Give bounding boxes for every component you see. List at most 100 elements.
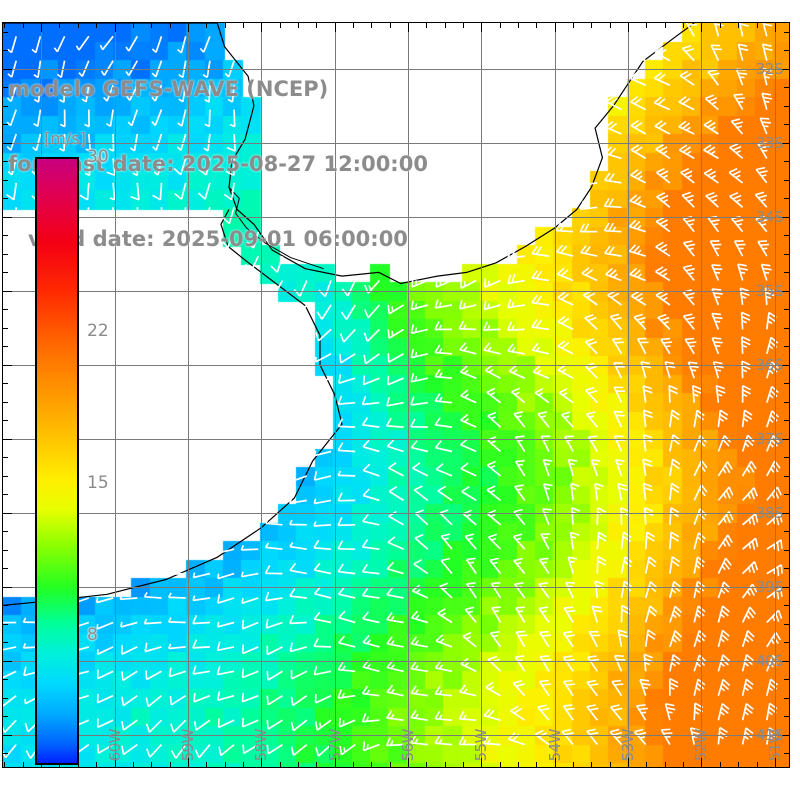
axis-tick	[720, 23, 721, 28]
axis-tick	[3, 328, 8, 329]
axis-tick	[445, 23, 446, 28]
axis-tick	[784, 605, 789, 606]
longitude-label: 58W	[252, 728, 271, 761]
axis-tick	[784, 32, 789, 33]
axis-tick	[3, 513, 12, 514]
axis-tick	[316, 23, 317, 28]
axis-tick	[426, 762, 427, 767]
gridline-meridian	[555, 23, 556, 767]
axis-tick	[3, 346, 8, 347]
longitude-label: 60W	[105, 728, 124, 761]
gridline-parallel	[3, 439, 789, 440]
axis-tick	[298, 762, 299, 767]
axis-tick	[261, 758, 262, 767]
gridline-meridian	[481, 23, 482, 767]
axis-tick	[701, 758, 702, 767]
axis-tick	[780, 513, 789, 514]
axis-tick	[280, 762, 281, 767]
axis-tick	[555, 758, 556, 767]
axis-tick	[225, 23, 226, 28]
axis-tick	[3, 365, 12, 366]
axis-tick	[3, 106, 8, 107]
axis-tick	[3, 69, 12, 70]
latitude-label: 32S	[755, 59, 784, 78]
axis-tick	[784, 50, 789, 51]
colorbar-gradient	[35, 157, 79, 765]
colorbar-unit-label: [m/s]	[44, 129, 86, 148]
axis-tick	[780, 365, 789, 366]
axis-tick	[518, 23, 519, 28]
axis-tick	[115, 23, 116, 32]
axis-tick	[3, 161, 8, 162]
axis-tick	[780, 291, 789, 292]
axis-tick	[3, 50, 8, 51]
axis-tick	[784, 550, 789, 551]
axis-tick	[3, 476, 8, 477]
axis-tick	[298, 23, 299, 28]
axis-tick	[3, 402, 8, 403]
axis-tick	[784, 254, 789, 255]
axis-tick	[780, 735, 789, 736]
axis-tick	[784, 87, 789, 88]
axis-tick	[3, 254, 8, 255]
gridline-meridian	[628, 23, 629, 767]
axis-tick	[610, 23, 611, 28]
axis-tick	[335, 758, 336, 767]
latitude-label: 34S	[755, 207, 784, 226]
axis-tick	[536, 23, 537, 28]
axis-tick	[3, 550, 8, 551]
axis-tick	[775, 758, 776, 767]
axis-tick	[426, 23, 427, 28]
axis-tick	[188, 23, 189, 32]
axis-tick	[78, 23, 79, 28]
gridline-parallel	[3, 735, 789, 736]
axis-tick	[3, 698, 8, 699]
gridline-parallel	[3, 365, 789, 366]
model-title: modelo GEFS-WAVE (NCEP)	[8, 77, 329, 101]
axis-tick	[3, 87, 8, 88]
axis-tick	[371, 762, 372, 767]
axis-tick	[784, 346, 789, 347]
longitude-label: 56W	[399, 728, 417, 761]
longitude-label: 54W	[545, 728, 564, 761]
longitude-label: 53W	[619, 728, 638, 761]
axis-tick	[784, 309, 789, 310]
axis-tick	[353, 23, 354, 28]
gridline-meridian	[261, 23, 262, 767]
axis-tick	[536, 762, 537, 767]
gridline-parallel	[3, 143, 789, 144]
gridline-parallel	[3, 69, 789, 70]
axis-tick	[3, 217, 12, 218]
axis-tick	[784, 161, 789, 162]
axis-tick	[3, 716, 8, 717]
axis-tick	[23, 23, 24, 28]
axis-tick	[784, 198, 789, 199]
axis-tick	[3, 124, 8, 125]
axis-tick	[408, 758, 409, 767]
axis-tick	[3, 272, 8, 273]
colorbar-legend: [m/s] 30 22 15 8	[35, 129, 109, 765]
axis-tick	[463, 762, 464, 767]
gridline-meridian	[188, 23, 189, 767]
axis-tick	[3, 735, 12, 736]
axis-tick	[3, 494, 8, 495]
axis-tick	[3, 420, 8, 421]
axis-tick	[3, 661, 12, 662]
axis-tick	[591, 762, 592, 767]
axis-tick	[3, 235, 8, 236]
axis-tick	[353, 762, 354, 767]
axis-tick	[500, 23, 501, 28]
axis-tick	[390, 762, 391, 767]
axis-tick	[738, 762, 739, 767]
axis-tick	[243, 23, 244, 28]
axis-tick	[3, 605, 8, 606]
latitude-label: 35S	[755, 281, 784, 300]
axis-tick	[784, 235, 789, 236]
colorbar-tick-label: 30	[87, 147, 109, 167]
axis-tick	[115, 758, 116, 767]
axis-tick	[170, 762, 171, 767]
latitude-label: 41S	[755, 725, 784, 744]
axis-tick	[555, 23, 556, 32]
axis-tick	[784, 568, 789, 569]
